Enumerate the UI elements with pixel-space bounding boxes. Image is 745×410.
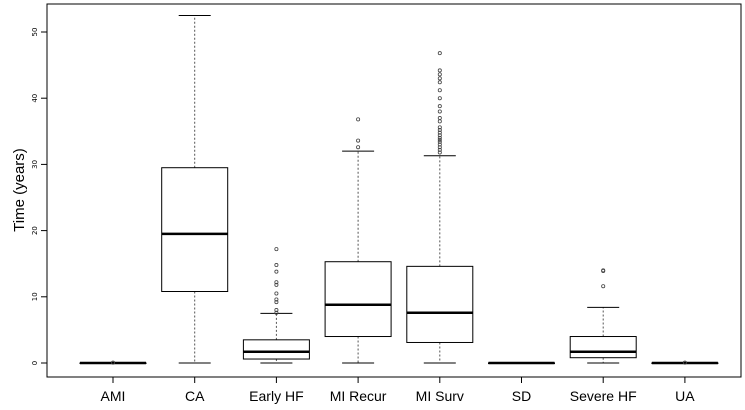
x-tick-label: MI Recur <box>330 388 387 404</box>
box-group <box>651 360 719 365</box>
outlier-point <box>274 300 279 305</box>
box-group <box>488 361 555 365</box>
outlier-point <box>356 138 361 143</box>
outlier-point <box>437 145 442 150</box>
outlier-point <box>437 125 442 130</box>
outlier-point <box>274 291 279 296</box>
outlier-point <box>111 360 116 365</box>
y-tick-label: 40 <box>31 94 39 103</box>
y-tick-label: 30 <box>31 160 39 169</box>
x-tick-label: MI Surv <box>416 388 464 404</box>
outlier-point <box>601 284 606 289</box>
iqr-box <box>324 261 392 338</box>
y-tick-label: 50 <box>31 28 39 37</box>
outlier-point <box>274 308 279 313</box>
outlier-point <box>274 263 279 268</box>
x-tick-label: Early HF <box>249 388 303 404</box>
outlier-point <box>437 137 442 142</box>
outlier-point <box>601 268 606 273</box>
x-tick-label: Severe HF <box>570 388 637 404</box>
y-tick-label: 0 <box>31 361 39 365</box>
outlier-point <box>437 51 442 56</box>
outlier-point <box>682 360 687 365</box>
y-axis-title: Time (years) <box>11 148 28 232</box>
outlier-point <box>437 72 442 77</box>
outlier-point <box>274 310 279 315</box>
outlier-point <box>437 150 442 155</box>
y-tick-label: 10 <box>31 292 39 301</box>
outlier-point <box>274 282 279 287</box>
box-group <box>406 51 474 364</box>
box-group <box>324 117 392 364</box>
outlier-point <box>437 116 442 121</box>
outlier-point <box>437 88 442 93</box>
x-tick-label: SD <box>512 388 531 404</box>
outlier-point <box>274 297 279 302</box>
outlier-point <box>274 269 279 274</box>
outlier-point <box>437 80 442 85</box>
outlier-point <box>437 104 442 109</box>
outlier-point <box>274 247 279 252</box>
outlier-point <box>437 135 442 140</box>
outlier-point <box>437 109 442 114</box>
iqr-box <box>569 336 637 359</box>
x-tick-label: CA <box>185 388 205 404</box>
outlier-point <box>437 142 442 147</box>
outlier-point <box>437 127 442 132</box>
outlier-point <box>437 139 442 144</box>
iqr-box <box>406 265 474 343</box>
outlier-point <box>274 280 279 285</box>
outlier-point <box>356 145 361 150</box>
box-group <box>242 247 310 364</box>
y-tick-label: 20 <box>31 226 39 235</box>
outlier-point <box>437 133 442 138</box>
x-tick-label: AMI <box>101 388 126 404</box>
outlier-point <box>437 130 442 135</box>
outlier-point <box>437 147 442 152</box>
outlier-point <box>437 119 442 124</box>
plot-frame <box>46 3 742 378</box>
boxes <box>79 14 719 365</box>
outlier-point <box>437 76 442 81</box>
outlier-point <box>356 117 361 122</box>
iqr-box <box>242 339 310 360</box>
box-group <box>79 360 147 365</box>
x-tick-label: UA <box>675 388 695 404</box>
box-group <box>569 268 637 364</box>
x-axis-labels: AMI CA Early HF MI Recur MI Surv SD Severe HF U… <box>101 377 695 404</box>
outlier-point <box>437 96 442 101</box>
outlier-point <box>437 68 442 73</box>
iqr-box <box>161 167 229 293</box>
y-axis-ticks: 0 10 20 30 40 50 <box>31 28 47 365</box>
box-group <box>161 14 229 364</box>
